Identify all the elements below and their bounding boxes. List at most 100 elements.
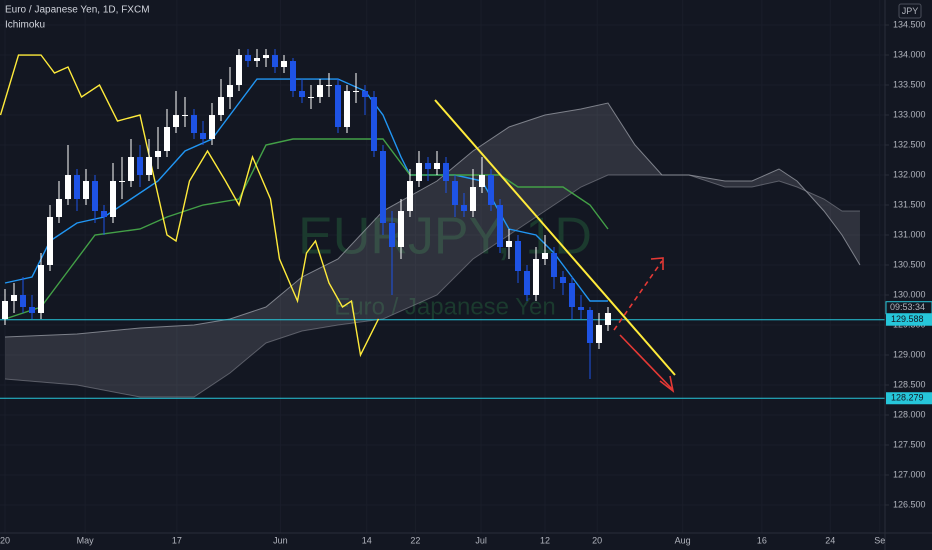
down-arrow-head — [659, 375, 675, 393]
candle-body — [280, 61, 287, 68]
candle-body — [145, 157, 152, 176]
axes: 126.500 127.000 127.500 128.000 128.500 129.0… — [0, 19, 932, 545]
level-label-box — [886, 313, 932, 326]
candle-body — [128, 157, 135, 182]
x-tick-label: 12 — [540, 535, 550, 545]
candle-body — [181, 115, 188, 117]
candle-body — [316, 85, 323, 98]
candle-body — [406, 181, 413, 212]
y-tick-label: 134.000 — [893, 49, 926, 59]
candle-body — [253, 58, 260, 62]
level-label-box — [886, 392, 932, 405]
cloud-line — [4, 174, 860, 398]
candle-body — [20, 294, 27, 307]
y-tick-label: 129.000 — [893, 349, 926, 359]
candle-body — [442, 163, 449, 182]
candle-body — [595, 324, 602, 343]
candle-body — [415, 163, 422, 182]
x-tick-label: Jun — [273, 535, 288, 545]
countdown: 09:53:34 — [890, 302, 925, 312]
candle-body — [370, 97, 377, 152]
level-label: 128.279 — [891, 393, 924, 403]
candle-body — [92, 181, 99, 212]
candle-body — [65, 175, 72, 200]
candle-body — [460, 205, 467, 212]
candle-body — [514, 241, 521, 271]
candle-body — [235, 55, 242, 86]
down-arrow — [619, 334, 673, 390]
cloud-fill — [5, 103, 860, 397]
x-tick-label: Jul — [475, 535, 487, 545]
candle-body — [343, 91, 350, 128]
candle-body — [559, 276, 566, 283]
y-tick-label: 132.500 — [893, 139, 926, 149]
candle-body — [2, 300, 9, 319]
candle-body — [298, 91, 305, 98]
x-tick-label: 22 — [410, 535, 420, 545]
candle-body — [433, 163, 440, 170]
candle-body — [352, 91, 359, 93]
cloud-line — [4, 102, 861, 338]
candle-body — [262, 55, 269, 59]
indicator-line — [0, 54, 380, 358]
candle-body — [334, 85, 341, 128]
up-arrow-head — [650, 257, 664, 270]
candle-body — [541, 253, 548, 260]
candle-body — [47, 217, 54, 266]
candle-body — [11, 294, 18, 301]
candle-body — [83, 181, 90, 200]
x-tick-label: 16 — [757, 535, 767, 545]
x-tick-label: Aug — [675, 535, 691, 545]
chart-title: Euro / Japanese Yen, 1D, FXCM — [5, 5, 150, 16]
candle-body — [163, 127, 170, 152]
candle-body — [496, 205, 503, 248]
candle-body — [56, 199, 63, 218]
candle-body — [523, 270, 530, 295]
trend-line — [434, 99, 676, 376]
candle-body — [101, 211, 108, 218]
candle-body — [38, 265, 45, 313]
candle-body — [487, 175, 494, 206]
candle-body — [172, 115, 179, 128]
candle-body — [244, 55, 251, 62]
candle-body — [568, 282, 575, 307]
candle-body — [119, 181, 126, 183]
indicator-name: Ichimoku — [5, 20, 45, 31]
y-tick-label: 133.000 — [893, 109, 926, 119]
candle-body — [424, 163, 431, 170]
y-tick-label: 130.500 — [893, 259, 926, 269]
candle-body — [217, 97, 224, 116]
currency-box — [898, 3, 922, 19]
candle-body — [469, 187, 476, 212]
candle-body — [271, 55, 278, 68]
candle-body — [190, 115, 197, 134]
candle-body — [478, 175, 485, 188]
y-tick-label: 128.500 — [893, 379, 926, 389]
x-tick-label: 24 — [825, 535, 835, 545]
candle-body — [577, 306, 584, 310]
x-tick-label: 14 — [362, 535, 372, 545]
candle-body — [550, 253, 557, 277]
candle-body — [289, 61, 296, 92]
candle-body — [388, 223, 395, 248]
y-tick-label: 127.000 — [893, 469, 926, 479]
level-label: 129.588 — [891, 314, 924, 324]
indicator-line — [4, 138, 609, 320]
x-tick-label: 17 — [172, 535, 182, 545]
candle-body — [532, 259, 539, 295]
candle-body — [199, 133, 206, 140]
y-tick-label: 130.000 — [893, 289, 926, 299]
x-tick-label: 20 — [0, 535, 10, 545]
candle-body — [604, 312, 611, 325]
candle-body — [29, 306, 36, 313]
countdown-box — [885, 301, 932, 315]
candle-body — [74, 175, 81, 200]
candle-body — [361, 91, 368, 98]
candle-body — [137, 157, 144, 176]
candle-body — [397, 211, 404, 248]
candle-body — [154, 151, 161, 158]
y-tick-label: 131.000 — [893, 229, 926, 239]
candle-body — [226, 85, 233, 98]
